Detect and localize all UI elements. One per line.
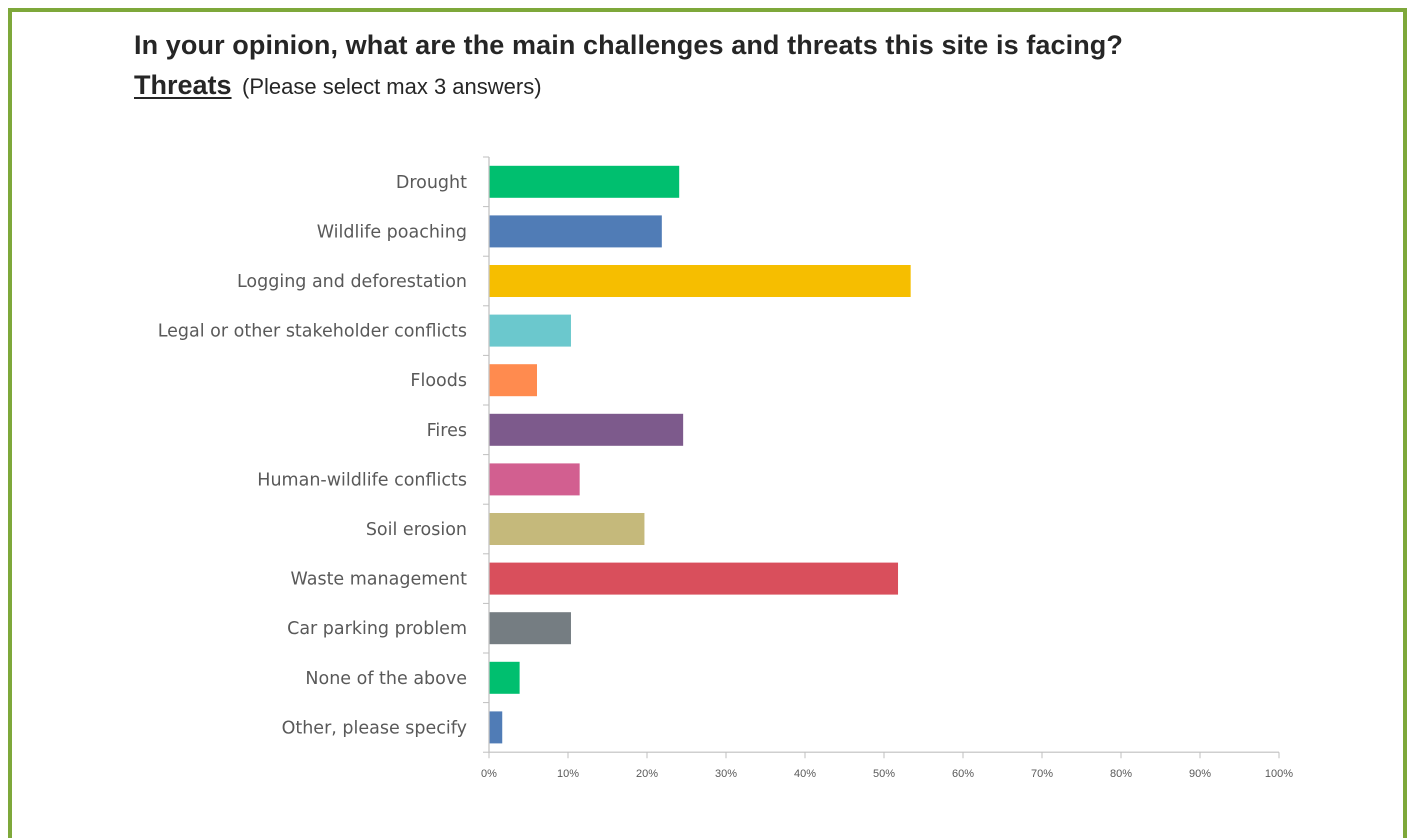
category-label: Fires: [427, 421, 467, 441]
question-subtitle: Threats (Please select max 3 answers): [134, 70, 542, 101]
category-label: Human-wildlife conflicts: [257, 470, 467, 490]
x-tick-label: 90%: [1189, 768, 1211, 780]
section-heading: Threats: [134, 70, 232, 100]
category-label: Logging and deforestation: [237, 272, 467, 292]
category-label: Car parking problem: [287, 619, 467, 639]
bar-none-of-the-above: [489, 661, 520, 694]
bar-wildlife-poaching: [489, 215, 662, 248]
x-tick-label: 50%: [873, 768, 895, 780]
x-tick-label: 10%: [557, 768, 579, 780]
category-label: Soil erosion: [366, 520, 467, 540]
bar-human-wildlife-conflicts: [489, 463, 580, 496]
x-tick-label: 80%: [1110, 768, 1132, 780]
x-tick-label: 0%: [481, 768, 497, 780]
bar-legal-or-other-stakeholder-conflicts: [489, 314, 571, 347]
bar-drought: [489, 165, 680, 198]
bar-fires: [489, 413, 684, 446]
threats-bar-chart: Drought Wildlife poaching Logging and defo…: [158, 156, 1293, 780]
category-label: Other, please specify: [282, 718, 467, 738]
category-label: None of the above: [305, 669, 467, 689]
bar-floods: [489, 364, 537, 397]
x-tick-label: 100%: [1265, 768, 1293, 780]
x-tick-label: 70%: [1031, 768, 1053, 780]
bar-other-please-specify: [489, 711, 503, 744]
bar-logging-and-deforestation: [489, 265, 911, 297]
category-label: Wildlife poaching: [317, 222, 467, 242]
category-label: Floods: [410, 371, 467, 391]
x-tick-label: 60%: [952, 768, 974, 780]
category-label: Waste management: [291, 570, 468, 590]
bar-car-parking-problem: [489, 612, 571, 645]
instruction-text: (Please select max 3 answers): [242, 74, 542, 99]
category-label: Legal or other stakeholder conflicts: [158, 322, 467, 342]
question-title: In your opinion, what are the main chall…: [134, 30, 1123, 60]
x-tick-label: 20%: [636, 768, 658, 780]
bar-soil-erosion: [489, 513, 645, 545]
category-label: Drought: [396, 173, 467, 193]
x-tick-label: 40%: [794, 768, 816, 780]
bar-waste-management: [489, 562, 899, 595]
content-frame: [8, 8, 1407, 838]
x-tick-label: 30%: [715, 768, 737, 780]
